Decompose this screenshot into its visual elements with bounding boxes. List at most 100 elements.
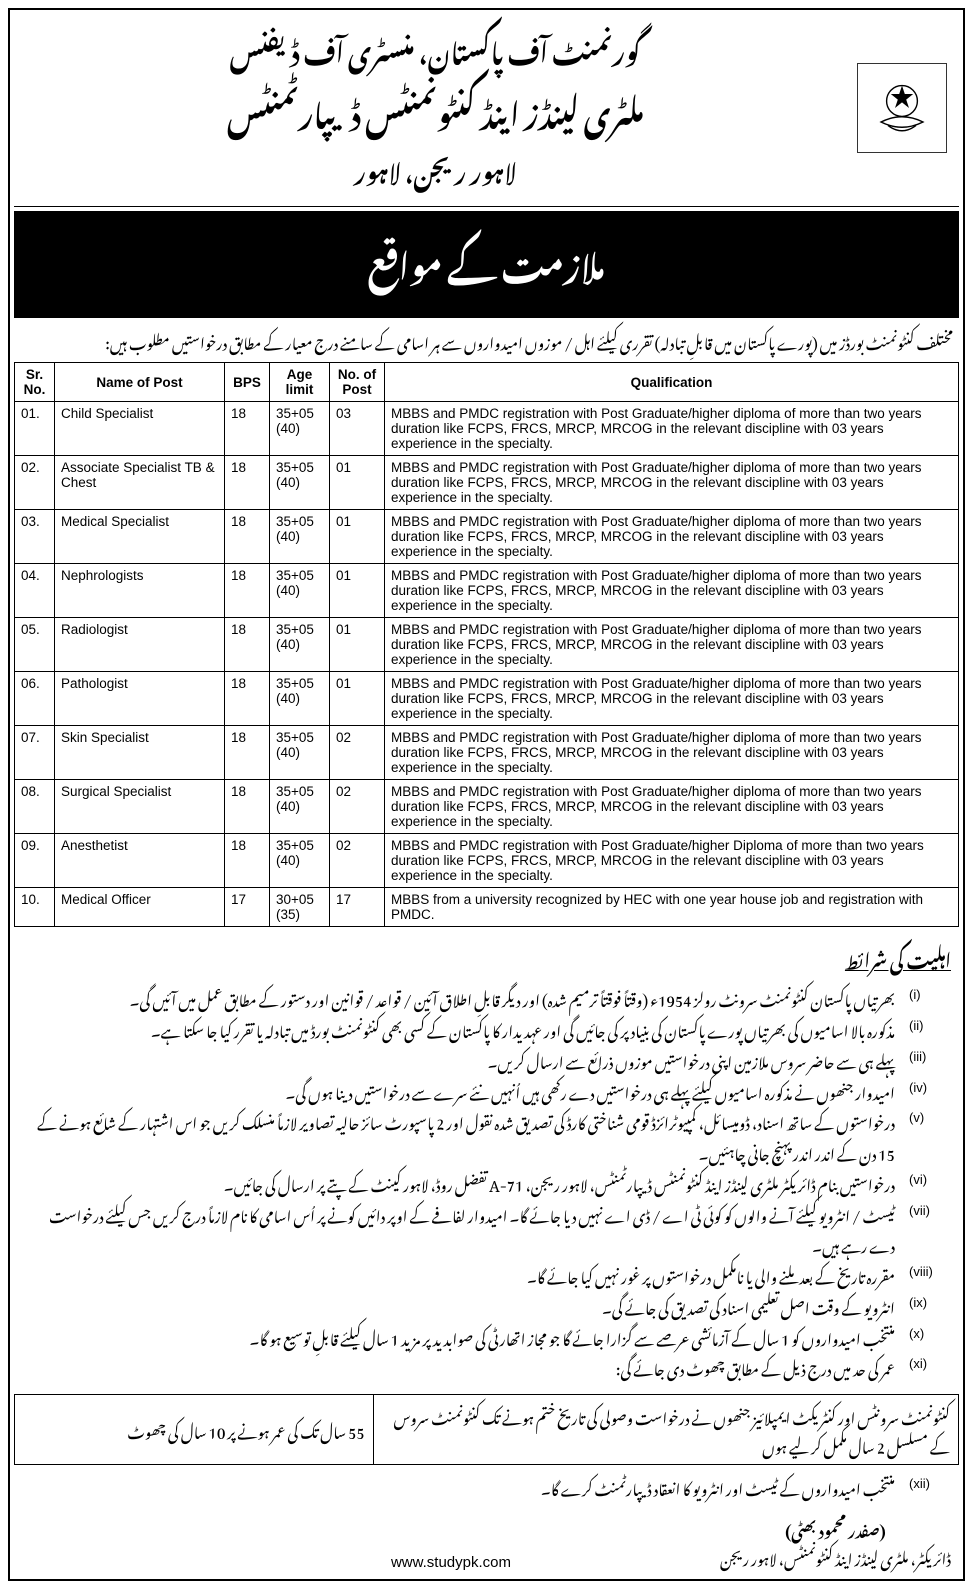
cell-name: Nephrologists xyxy=(55,564,225,618)
cell-num: 02 xyxy=(330,780,385,834)
cell-qual: MBBS and PMDC registration with Post Gra… xyxy=(385,672,959,726)
cell-num: 01 xyxy=(330,672,385,726)
cell-num: 01 xyxy=(330,456,385,510)
cell-qual: MBBS and PMDC registration with Post Gra… xyxy=(385,510,959,564)
cell-bps: 18 xyxy=(225,510,270,564)
advertisement-page: گورنمنٹ آف پاکستان، منسٹری آف ڈیفنس ملٹر… xyxy=(8,8,965,1581)
cell-name: Anesthetist xyxy=(55,834,225,888)
cell-name: Surgical Specialist xyxy=(55,780,225,834)
cell-name: Medical Officer xyxy=(55,888,225,927)
cell-sr: 04. xyxy=(15,564,55,618)
cell-bps: 18 xyxy=(225,780,270,834)
intro-text: مختلف کنٹونمنٹ بورڈز میں (پورے پاکستان م… xyxy=(14,324,959,363)
condition-text: درخواستوں کے ساتھ اسناد، ڈومیسائل، کمپیو… xyxy=(22,1105,895,1167)
footer: www.studypk.com (صفدر محمود بھٹی) ڈائریک… xyxy=(14,1510,959,1575)
cell-age: 35+05 (40) xyxy=(270,780,330,834)
table-row: 09.Anesthetist1835+05 (40)02MBBS and PMD… xyxy=(15,834,959,888)
posts-table: Sr. No. Name of Post BPS Age limit No. o… xyxy=(14,362,959,927)
state-emblem-icon xyxy=(857,63,947,153)
cell-age: 35+05 (40) xyxy=(270,672,330,726)
col-name: Name of Post xyxy=(55,363,225,402)
cell-qual: MBBS and PMDC registration with Post Gra… xyxy=(385,618,959,672)
cell-age: 35+05 (40) xyxy=(270,402,330,456)
relax-benefit: 55 سال تک کی عمر ہونے پر 10 سال کی چھوٹ xyxy=(15,1395,374,1465)
roman-marker: (xii) xyxy=(909,1471,951,1502)
condition-item: (xi) عمر کی حد میں درج ذیل کے مطابق چھوٹ … xyxy=(22,1351,951,1382)
cell-sr: 02. xyxy=(15,456,55,510)
col-age: Age limit xyxy=(270,363,330,402)
table-row: 10.Medical Officer1730+05 (35)17MBBS fro… xyxy=(15,888,959,927)
cell-num: 02 xyxy=(330,726,385,780)
cell-name: Child Specialist xyxy=(55,402,225,456)
cell-num: 01 xyxy=(330,510,385,564)
cell-bps: 18 xyxy=(225,834,270,888)
site-url: www.studypk.com xyxy=(182,1554,720,1571)
col-sr: Sr. No. xyxy=(15,363,55,402)
cell-age: 35+05 (40) xyxy=(270,618,330,672)
cell-name: Medical Specialist xyxy=(55,510,225,564)
cell-age: 35+05 (40) xyxy=(270,510,330,564)
condition-item: (x)منتخب امیدواروں کو 1 سال کے آزمائشی ع… xyxy=(22,1321,951,1352)
condition-text: انٹرویو کے وقت اصل تعلیمی اسناد کی تصدیق… xyxy=(602,1290,895,1321)
cell-age: 35+05 (40) xyxy=(270,564,330,618)
cell-qual: MBBS and PMDC registration with Post Gra… xyxy=(385,726,959,780)
roman-marker: (ii) xyxy=(909,1013,951,1044)
cell-num: 01 xyxy=(330,564,385,618)
cell-bps: 18 xyxy=(225,672,270,726)
ministry-line: گورنمنٹ آف پاکستان، منسٹری آف ڈیفنس xyxy=(26,20,845,77)
cell-age: 35+05 (40) xyxy=(270,834,330,888)
roman-marker: (vi) xyxy=(909,1167,951,1198)
cell-qual: MBBS and PMDC registration with Post Gra… xyxy=(385,456,959,510)
table-row: 06.Pathologist1835+05 (40)01MBBS and PMD… xyxy=(15,672,959,726)
roman-marker: (v) xyxy=(909,1105,951,1167)
cell-sr: 07. xyxy=(15,726,55,780)
roman-marker: (i) xyxy=(909,982,951,1013)
conditions-list: (i)بھرتیاں پاکستان کنٹونمنٹ سرونٹ رولز 1… xyxy=(14,982,959,1390)
region-line: لاہور ریجن، لاہور xyxy=(26,143,845,196)
table-row: 02.Associate Specialist TB & Chest1835+0… xyxy=(15,456,959,510)
roman-marker: (iii) xyxy=(909,1044,951,1075)
cell-qual: MBBS from a university recognized by HEC… xyxy=(385,888,959,927)
condition-item: (ix)انٹرویو کے وقت اصل تعلیمی اسناد کی ت… xyxy=(22,1290,951,1321)
cell-age: 35+05 (40) xyxy=(270,726,330,780)
cell-sr: 01. xyxy=(15,402,55,456)
roman-marker: (viii) xyxy=(909,1259,951,1290)
title-bar: ملازمت کے مواقع xyxy=(14,211,959,318)
signatory-name: (صفدر محمود بھٹی) xyxy=(720,1514,951,1543)
cell-num: 03 xyxy=(330,402,385,456)
cell-bps: 18 xyxy=(225,402,270,456)
cell-bps: 18 xyxy=(225,726,270,780)
cell-bps: 18 xyxy=(225,564,270,618)
roman-marker: (xi) xyxy=(909,1351,951,1382)
cell-sr: 06. xyxy=(15,672,55,726)
cell-num: 17 xyxy=(330,888,385,927)
condition-item: (v) درخواستوں کے ساتھ اسناد، ڈومیسائل، کم… xyxy=(22,1105,951,1167)
cell-num: 02 xyxy=(330,834,385,888)
table-row: 04.Nephrologists1835+05 (40)01MBBS and P… xyxy=(15,564,959,618)
condition-item: (vii)ٹیسٹ / انٹرویو کیلئے آنے والوں کو ک… xyxy=(22,1198,951,1260)
roman-marker: (iv) xyxy=(909,1075,951,1106)
table-row: 05.Radiologist1835+05 (40)01MBBS and PMD… xyxy=(15,618,959,672)
table-row: 01.Child Specialist1835+05 (40)03MBBS an… xyxy=(15,402,959,456)
cell-age: 35+05 (40) xyxy=(270,456,330,510)
conditions-list-final: (xii) منتخب امیدواروں کے ٹیسٹ اور انٹروی… xyxy=(14,1471,959,1510)
cell-bps: 17 xyxy=(225,888,270,927)
table-row: 03.Medical Specialist1835+05 (40)01MBBS … xyxy=(15,510,959,564)
cell-sr: 03. xyxy=(15,510,55,564)
header-text: گورنمنٹ آف پاکستان، منسٹری آف ڈیفنس ملٹر… xyxy=(26,20,845,196)
cell-bps: 18 xyxy=(225,456,270,510)
cell-name: Radiologist xyxy=(55,618,225,672)
col-num: No. of Post xyxy=(330,363,385,402)
table-row: 08.Surgical Specialist1835+05 (40)02MBBS… xyxy=(15,780,959,834)
cell-sr: 05. xyxy=(15,618,55,672)
cell-sr: 09. xyxy=(15,834,55,888)
header-block: گورنمنٹ آف پاکستان، منسٹری آف ڈیفنس ملٹر… xyxy=(14,14,959,207)
cell-sr: 10. xyxy=(15,888,55,927)
roman-marker: (vii) xyxy=(909,1198,951,1260)
cell-name: Skin Specialist xyxy=(55,726,225,780)
condition-text: عمر کی حد میں درج ذیل کے مطابق چھوٹ دی ج… xyxy=(616,1351,895,1382)
cell-qual: MBBS and PMDC registration with Post Gra… xyxy=(385,564,959,618)
cell-qual: MBBS and PMDC registration with Post Gra… xyxy=(385,402,959,456)
condition-text: منتخب امیدواروں کو 1 سال کے آزمائشی عرصے… xyxy=(250,1321,895,1352)
cell-num: 01 xyxy=(330,618,385,672)
